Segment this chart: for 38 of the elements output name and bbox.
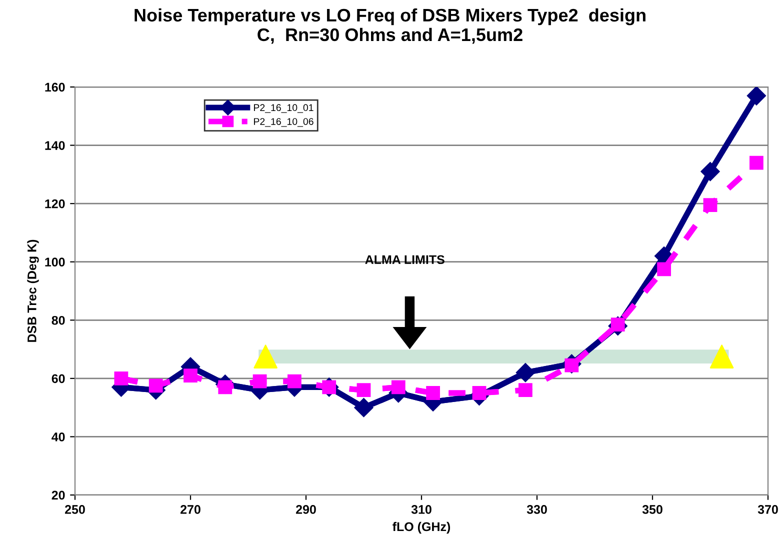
x-axis-title: fLO (GHz) (392, 522, 450, 534)
point (472, 386, 486, 400)
legend-label: P2_16_10_01 (254, 104, 314, 113)
point (356, 383, 371, 398)
y-axis-title: DSB Trec (Deg K) (27, 240, 39, 342)
x-tick-label: 330 (526, 505, 547, 514)
chart-title: Noise Temperature vs LO Freq of DSB Mixers Type2 design C, Rn=30 Ohms and A=1,5um2 (134, 8, 646, 44)
point (391, 380, 406, 394)
point (516, 363, 535, 382)
legend-label: P2_16_10_06 (254, 118, 314, 127)
point (252, 374, 267, 388)
annotation: ALMA LIMITS (365, 255, 444, 264)
y-tick-label: 80 (52, 316, 65, 325)
y-tick-label: 20 (52, 490, 65, 500)
point (700, 162, 720, 182)
point (354, 398, 374, 418)
point (746, 87, 766, 106)
point (657, 262, 671, 276)
y-tick-label: 40 (52, 432, 65, 442)
x-tick-label: 310 (411, 505, 432, 514)
y-tick-label: 140 (45, 141, 65, 150)
x-tick-label: 290 (296, 505, 316, 514)
point (114, 371, 128, 386)
point (426, 386, 440, 400)
point (288, 374, 302, 388)
y-tick-label: 160 (45, 82, 65, 92)
point (518, 383, 532, 398)
x-tick-label: 270 (180, 505, 200, 514)
y-tick-label: 120 (45, 199, 65, 208)
y-tick-label: 60 (52, 374, 65, 384)
x-tick-label: 370 (758, 505, 778, 514)
y-tick-label: 100 (45, 258, 65, 267)
point (750, 156, 764, 170)
x-tick-label: 350 (642, 505, 662, 514)
point (703, 198, 718, 212)
x-tick-label: 250 (65, 505, 85, 514)
point (148, 378, 163, 393)
point (184, 368, 198, 382)
